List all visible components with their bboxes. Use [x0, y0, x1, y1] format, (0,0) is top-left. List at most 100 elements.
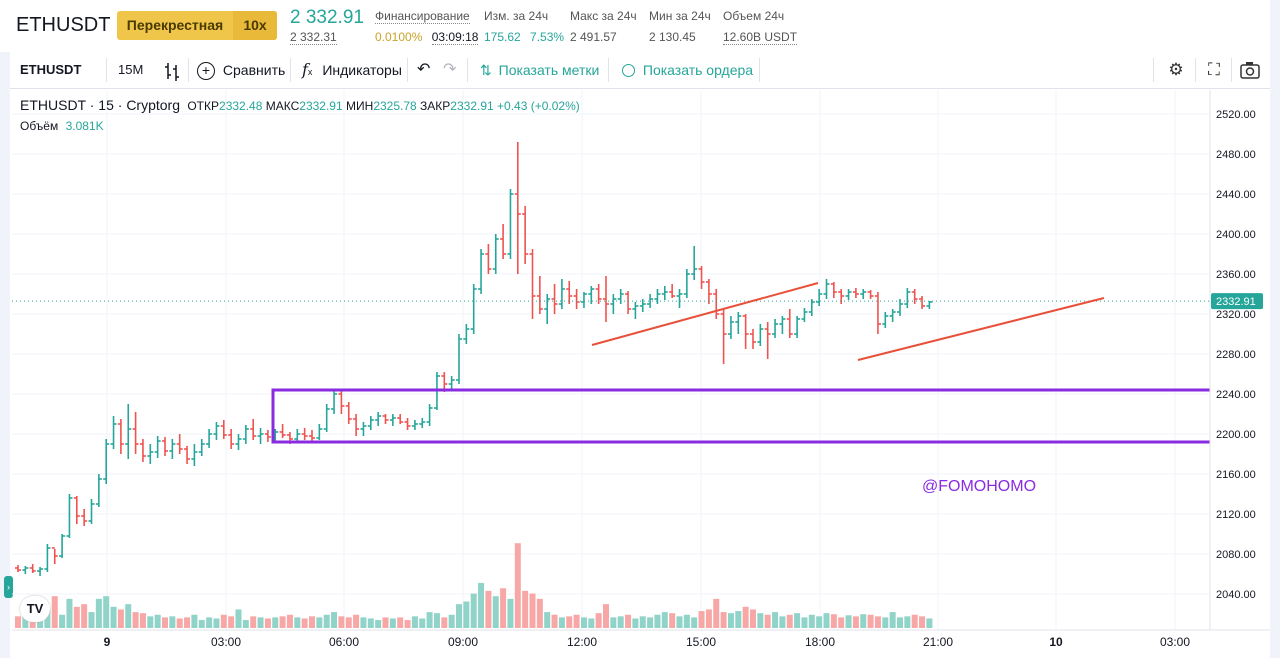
ohlc-bar	[573, 289, 580, 309]
ohlc-bar	[353, 414, 360, 436]
volume-bar	[529, 593, 536, 628]
toolbar-symbol[interactable]: ETHUSDT	[20, 62, 82, 77]
volume-bar	[897, 617, 903, 628]
time-tick-label: 09:00	[448, 635, 478, 649]
indicators-label: Индикаторы	[322, 62, 402, 78]
volume-bar	[367, 618, 374, 628]
volume-bar	[860, 614, 867, 628]
ohlc-bar	[132, 412, 139, 454]
volume-legend-label: Объём	[20, 119, 59, 133]
show-marks-button[interactable]: ⇅ Показать метки	[480, 52, 599, 88]
change-value: 175.62	[484, 30, 521, 44]
volume-bar	[610, 617, 617, 628]
trendline	[591, 282, 819, 346]
compare-button[interactable]: + Сравнить	[197, 52, 285, 88]
ohlc-bar	[669, 284, 676, 298]
redo-icon[interactable]: ↷	[443, 61, 457, 78]
volume-bar	[448, 614, 455, 628]
ohlc-bar	[411, 420, 418, 430]
ohlc-bar	[897, 299, 903, 316]
volume-bar	[558, 617, 565, 628]
volume-bar	[191, 614, 198, 628]
settings-gear-icon[interactable]: ⚙	[1168, 60, 1184, 79]
indicators-button[interactable]: fx Индикаторы	[302, 52, 402, 88]
function-icon-sub: x	[307, 67, 313, 77]
price-tick-label: 2480.00	[1216, 149, 1256, 161]
undo-icon[interactable]: ↶	[417, 61, 431, 78]
volume-bar	[919, 616, 926, 628]
divider	[608, 58, 609, 82]
ohlc-bar	[184, 446, 191, 464]
interval-button[interactable]: 15M	[118, 62, 144, 77]
ohlc-bar	[448, 376, 455, 390]
price-tick-label: 2120.00	[1216, 509, 1256, 521]
fullscreen-icon[interactable]: ⛶	[1208, 60, 1220, 79]
volume-bar	[823, 613, 830, 628]
ohlc-bar	[904, 288, 911, 308]
ohlc-bar	[588, 286, 595, 304]
ohlc-bar	[176, 434, 183, 454]
ohlc-bar	[654, 289, 661, 304]
volume-bar	[242, 620, 249, 628]
volume-bar	[669, 613, 676, 628]
close-value: 2332.91	[450, 99, 494, 113]
ohlc-bar	[610, 294, 617, 314]
margin-mode-button[interactable]: Перекрестная 10x	[117, 11, 277, 40]
show-orders-button[interactable]: Показать ордера	[622, 52, 753, 88]
ohlc-bar	[823, 279, 830, 299]
ohlc-bar	[154, 436, 161, 458]
ohlc-bar	[29, 564, 36, 573]
price-tick-label: 2440.00	[1216, 189, 1256, 201]
ohlc-bar	[88, 499, 95, 524]
time-tick-label: 03:00	[211, 635, 241, 649]
funding-stat: Финансирование 0.0100% 03:09:18	[375, 9, 479, 45]
volume-bar	[742, 606, 749, 628]
collapse-chevron-icon[interactable]: ›	[4, 576, 13, 598]
volume-bar	[309, 616, 315, 628]
volume-bar	[316, 617, 323, 628]
ohlc-bar	[742, 314, 749, 349]
price-tick-label: 2320.00	[1216, 309, 1256, 321]
ohlc-bar	[492, 234, 499, 274]
ohlc-bar	[845, 289, 852, 300]
ohlc-bar	[404, 418, 411, 430]
leverage-label[interactable]: 10x	[233, 11, 277, 40]
ohlc-bar	[713, 289, 720, 319]
camera-icon[interactable]	[1235, 52, 1265, 88]
low-label: МИН	[346, 99, 374, 113]
volume-bar	[257, 617, 264, 628]
time-tick-label: 18:00	[805, 635, 835, 649]
volume-bar	[691, 617, 698, 628]
close-label: ЗАКР	[420, 99, 451, 113]
symbol-title[interactable]: ETHUSDT	[16, 14, 111, 36]
compare-label: Сравнить	[222, 62, 286, 78]
volume-bar	[720, 612, 727, 628]
ohlc-bar	[257, 428, 264, 444]
volume-bar	[132, 612, 139, 628]
ohlc-bar	[162, 437, 168, 456]
ohlc-bar	[750, 329, 756, 349]
high-value: 2 491.57	[570, 30, 617, 44]
price-tick-label: 2160.00	[1216, 469, 1256, 481]
volume-bar	[264, 618, 271, 628]
volume-bar	[500, 588, 507, 628]
ohlc-bar	[316, 424, 323, 440]
tradingview-logo-icon[interactable]: TV	[20, 596, 50, 622]
ohlc-bar	[419, 418, 426, 428]
ohlc-bar	[44, 544, 51, 572]
price-axis	[1210, 90, 1270, 630]
volume-bar	[250, 616, 257, 628]
margin-mode-label[interactable]: Перекрестная	[126, 17, 224, 33]
ohlc-bar	[764, 322, 771, 359]
volume-bar	[301, 618, 308, 628]
bar-style-icon[interactable]	[163, 52, 181, 88]
ohlc-bar	[632, 302, 639, 319]
ohlc-bar	[139, 439, 146, 462]
ohlc-bar	[345, 402, 352, 424]
ohlc-bar	[250, 419, 257, 440]
volume-bar	[382, 617, 389, 628]
ohlc-bar	[389, 414, 396, 426]
volume-bar	[213, 618, 220, 628]
volume-bar	[110, 606, 117, 628]
